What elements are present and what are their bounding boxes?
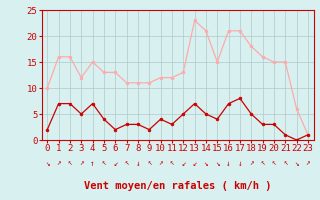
- Text: ↖: ↖: [283, 158, 288, 168]
- Text: ↖: ↖: [260, 158, 265, 168]
- Text: ↖: ↖: [124, 158, 129, 168]
- Text: ↘: ↘: [294, 158, 299, 168]
- Text: ↖: ↖: [170, 158, 174, 168]
- Text: ↙: ↙: [181, 158, 186, 168]
- Text: ↗: ↗: [306, 158, 310, 168]
- Text: ↓: ↓: [238, 158, 242, 168]
- Text: ↗: ↗: [249, 158, 253, 168]
- Text: ↗: ↗: [56, 158, 61, 168]
- Text: ↙: ↙: [113, 158, 117, 168]
- Text: ↘: ↘: [204, 158, 208, 168]
- Text: ↗: ↗: [158, 158, 163, 168]
- Text: ↘: ↘: [45, 158, 50, 168]
- Text: ↖: ↖: [102, 158, 106, 168]
- Text: ↖: ↖: [147, 158, 152, 168]
- Text: ↓: ↓: [226, 158, 231, 168]
- Text: ↑: ↑: [90, 158, 95, 168]
- Text: Vent moyen/en rafales ( km/h ): Vent moyen/en rafales ( km/h ): [84, 181, 271, 191]
- Text: ↙: ↙: [192, 158, 197, 168]
- Text: ↗: ↗: [79, 158, 84, 168]
- Text: ↖: ↖: [68, 158, 72, 168]
- Text: ↓: ↓: [136, 158, 140, 168]
- Text: ↖: ↖: [272, 158, 276, 168]
- Text: ↘: ↘: [215, 158, 220, 168]
